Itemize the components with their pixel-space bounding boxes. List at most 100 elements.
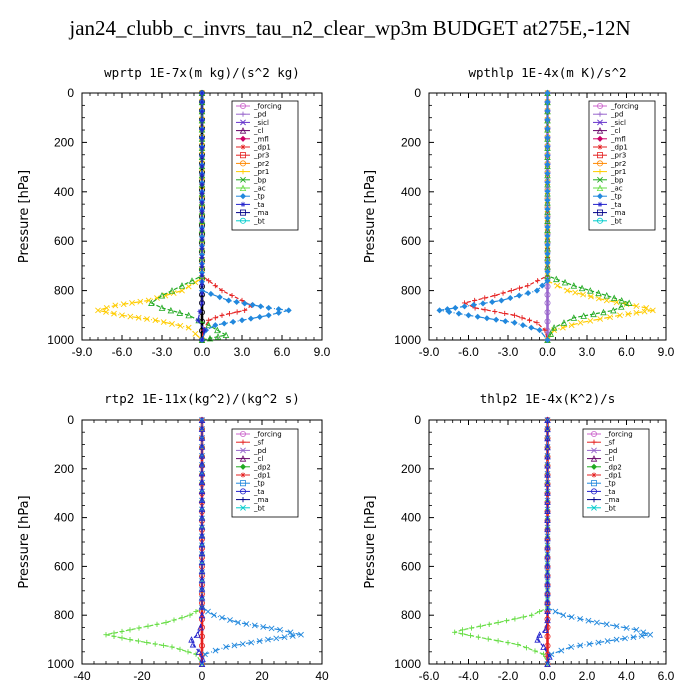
legend-marker bbox=[240, 447, 246, 454]
data-point bbox=[188, 277, 196, 284]
data-point bbox=[214, 333, 222, 340]
data-point bbox=[544, 215, 551, 222]
data-point bbox=[461, 303, 468, 310]
data-point bbox=[474, 313, 481, 320]
data-point bbox=[603, 297, 610, 304]
legend: _forcing_pd_sicl_cl_mfl_dp1_pr3_pr2_pr1_… bbox=[588, 100, 656, 231]
data-point bbox=[185, 324, 192, 331]
legend-label: _sf bbox=[604, 439, 615, 447]
data-point bbox=[540, 651, 547, 657]
y-tick-label: 800 bbox=[54, 608, 74, 622]
legend-label: _pd bbox=[604, 447, 617, 455]
data-point bbox=[185, 311, 192, 319]
data-point bbox=[199, 434, 205, 441]
data-point bbox=[595, 639, 602, 646]
data-point bbox=[633, 309, 640, 316]
data-point bbox=[595, 295, 602, 302]
data-point bbox=[119, 312, 125, 319]
y-tick-label: 200 bbox=[54, 135, 74, 149]
data-point bbox=[198, 451, 206, 459]
data-point bbox=[198, 469, 206, 477]
data-point bbox=[502, 318, 509, 325]
data-point bbox=[544, 598, 551, 605]
data-point bbox=[199, 272, 205, 279]
series-bp bbox=[148, 89, 230, 343]
legend-label: _dp1 bbox=[610, 144, 628, 152]
y-tick-label: 200 bbox=[401, 462, 421, 476]
data-point bbox=[558, 647, 565, 654]
data-point bbox=[199, 108, 205, 114]
data-point bbox=[111, 633, 117, 639]
data-point bbox=[544, 580, 551, 587]
data-point bbox=[205, 608, 211, 615]
x-tick-label: 0.0 bbox=[539, 345, 556, 359]
legend-label: _pr3 bbox=[610, 152, 626, 160]
data-point bbox=[640, 629, 647, 636]
data-point bbox=[585, 617, 592, 624]
data-point bbox=[199, 254, 205, 260]
data-point bbox=[477, 623, 483, 629]
data-point bbox=[570, 314, 578, 321]
x-tick-label: -9.0 bbox=[419, 345, 440, 359]
data-point bbox=[199, 245, 205, 251]
data-point bbox=[119, 628, 125, 635]
legend-marker bbox=[596, 135, 604, 142]
legend-label: _bp bbox=[253, 176, 267, 184]
series-tp bbox=[436, 89, 551, 344]
data-point bbox=[198, 416, 206, 423]
data-point bbox=[197, 308, 203, 315]
legend-label: _cl bbox=[604, 455, 614, 463]
data-point bbox=[179, 287, 185, 294]
data-point bbox=[193, 608, 199, 615]
data-point bbox=[482, 307, 488, 313]
data-point bbox=[198, 514, 206, 521]
series-ta bbox=[534, 416, 553, 667]
data-point bbox=[446, 308, 453, 316]
data-point bbox=[202, 651, 208, 658]
data-point bbox=[265, 312, 272, 319]
series-pr1 bbox=[95, 90, 205, 343]
data-point bbox=[485, 636, 491, 642]
data-point bbox=[199, 126, 205, 133]
data-point bbox=[641, 308, 648, 315]
data-point bbox=[539, 282, 546, 289]
data-point bbox=[512, 616, 518, 622]
data-point bbox=[198, 460, 206, 468]
legend-label: _bt bbox=[253, 504, 265, 512]
data-point bbox=[205, 321, 212, 329]
x-tick-label: -40 bbox=[73, 669, 91, 683]
data-point bbox=[542, 327, 548, 333]
x-tick-label: -6.0 bbox=[419, 669, 440, 683]
data-point bbox=[199, 199, 205, 206]
x-tick-label: 9.0 bbox=[658, 345, 675, 359]
data-point bbox=[544, 179, 551, 186]
panel-title: thlp2 1E-4x(K^2)/s bbox=[480, 391, 615, 406]
data-point bbox=[198, 549, 206, 557]
data-point bbox=[618, 296, 625, 304]
data-point bbox=[194, 631, 201, 638]
data-point bbox=[560, 319, 568, 326]
data-point bbox=[144, 639, 150, 646]
legend-marker bbox=[597, 152, 604, 159]
data-point bbox=[498, 297, 505, 304]
data-point bbox=[544, 188, 551, 195]
legend-label: _forcing bbox=[253, 103, 282, 111]
data-point bbox=[468, 625, 475, 631]
y-axis-label: Pressure [hPa] bbox=[363, 170, 378, 263]
data-point bbox=[479, 300, 487, 307]
legend-marker bbox=[596, 193, 604, 200]
y-tick-label: 400 bbox=[401, 185, 421, 199]
data-point bbox=[455, 310, 462, 317]
data-point bbox=[249, 301, 256, 308]
legend-label: _ac bbox=[253, 185, 266, 193]
data-point bbox=[544, 336, 551, 344]
data-point bbox=[239, 297, 245, 304]
data-point bbox=[163, 619, 169, 626]
legend-marker bbox=[597, 103, 604, 110]
data-point bbox=[198, 593, 206, 601]
data-point bbox=[129, 300, 135, 306]
data-point bbox=[483, 315, 490, 322]
data-point bbox=[144, 316, 150, 322]
legend-marker bbox=[596, 127, 604, 134]
data-point bbox=[523, 645, 530, 651]
